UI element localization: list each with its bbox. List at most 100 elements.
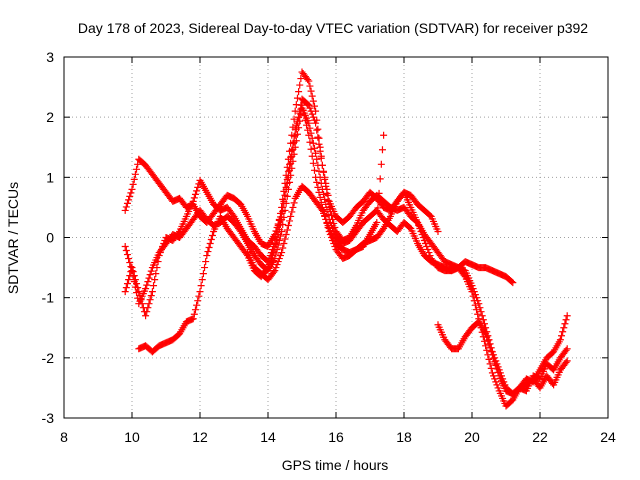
- data-point-track-d: [280, 199, 288, 207]
- data-point-track-c: [144, 278, 152, 286]
- data-point-track-d: [206, 240, 214, 248]
- x-tick-label: 24: [600, 429, 616, 445]
- data-point-track-d: [189, 315, 197, 323]
- data-point-track-f: [276, 252, 284, 260]
- data-point-track-d: [305, 131, 313, 139]
- data-point-track-d: [298, 101, 306, 109]
- data-point-track-c: [145, 274, 153, 282]
- data-point-track-f: [273, 261, 281, 269]
- data-point-track-c: [129, 272, 137, 280]
- y-tick-label: 1: [46, 169, 54, 185]
- data-point-track-d: [563, 312, 571, 320]
- data-point-track-d: [271, 246, 279, 254]
- data-point-track-d: [267, 255, 275, 263]
- data-point-track-c: [289, 157, 297, 165]
- data-point-track-b: [279, 195, 287, 203]
- data-point-track-b: [309, 97, 317, 105]
- data-point-track-d: [422, 240, 430, 248]
- data-point-track-a: [128, 185, 136, 193]
- data-point-track-d: [473, 306, 481, 314]
- data-point-track-f: [373, 218, 381, 226]
- data-point-track-d: [208, 231, 216, 239]
- data-point-track-b: [313, 116, 321, 124]
- data-point-track-d: [460, 271, 468, 279]
- data-point-track-b: [293, 94, 301, 102]
- data-point-track-c: [309, 139, 317, 147]
- data-point-track-a: [121, 206, 129, 214]
- data-point-track-f: [378, 146, 386, 154]
- data-point-track-a: [314, 133, 322, 141]
- data-point-track-d: [415, 221, 423, 229]
- data-point-track-d: [193, 301, 201, 309]
- data-point-track-e: [491, 358, 499, 366]
- data-point-track-d: [558, 332, 566, 340]
- y-tick-label: 0: [46, 230, 54, 246]
- data-point-track-b: [144, 304, 152, 312]
- data-point-track-d: [201, 264, 209, 272]
- data-point-track-d: [419, 234, 427, 241]
- data-point-track-d: [310, 166, 318, 174]
- data-point-track-b: [194, 183, 202, 191]
- x-tick-label: 22: [532, 429, 548, 445]
- data-point-track-d: [486, 360, 494, 368]
- data-point-track-c: [133, 289, 141, 297]
- data-point-track-f: [321, 212, 329, 220]
- data-point-track-d: [561, 320, 569, 328]
- data-point-track-c: [143, 281, 151, 289]
- x-tick-label: 16: [328, 429, 344, 445]
- data-point-track-a: [130, 175, 138, 183]
- data-point-track-b: [278, 203, 286, 211]
- data-point-track-d: [562, 316, 570, 324]
- data-point-track-c: [146, 271, 154, 279]
- data-point-track-c: [318, 185, 326, 193]
- data-point-track-a: [309, 113, 317, 121]
- data-point-track-d: [281, 191, 289, 199]
- data-point-track-b: [310, 102, 318, 110]
- data-point-track-b: [322, 182, 330, 190]
- data-point-track-d: [469, 292, 477, 300]
- data-point-track-c: [475, 300, 483, 308]
- data-point-track-d: [269, 252, 277, 260]
- data-point-track-e: [484, 337, 492, 345]
- data-point-track-d: [288, 146, 296, 154]
- y-tick-label: 2: [46, 109, 54, 125]
- data-point-track-c: [310, 144, 318, 152]
- data-point-track-d: [300, 111, 308, 119]
- data-point-track-f: [375, 189, 383, 197]
- data-point-track-a: [129, 180, 137, 188]
- data-point-track-e: [483, 333, 491, 341]
- data-point-track-d: [190, 310, 198, 318]
- data-point-track-c: [479, 316, 487, 324]
- data-point-track-d: [414, 218, 422, 226]
- data-point-track-e: [492, 361, 500, 369]
- data-point-track-c: [121, 243, 129, 251]
- data-point-track-b: [508, 278, 516, 286]
- data-point-track-b: [121, 288, 129, 296]
- data-point-track-b: [150, 282, 158, 290]
- data-point-track-c: [321, 195, 329, 203]
- data-point-track-f: [272, 264, 280, 272]
- data-point-track-f: [271, 267, 279, 275]
- y-axis-label: SDTVAR / TECUs: [5, 182, 21, 294]
- data-point-track-d: [494, 384, 502, 392]
- data-point-track-d: [378, 226, 386, 234]
- data-point-track-b: [305, 77, 313, 85]
- data-point-track-f: [278, 249, 286, 257]
- data-point-track-e: [488, 351, 496, 359]
- data-point-track-f: [288, 208, 296, 216]
- data-point-track-d: [204, 248, 212, 256]
- data-point-track-a: [312, 119, 320, 127]
- data-point-track-a: [434, 227, 442, 235]
- data-point-track-f: [318, 206, 326, 214]
- data-point-track-b: [321, 175, 329, 183]
- data-point-track-d: [418, 230, 426, 238]
- data-point-track-d: [424, 246, 432, 254]
- data-point-track-c: [312, 149, 320, 157]
- data-point-track-a: [305, 101, 313, 109]
- data-point-track-f: [380, 131, 388, 139]
- data-point-track-d: [290, 132, 298, 140]
- data-point-track-a: [306, 104, 314, 112]
- data-point-track-d: [309, 159, 317, 167]
- data-point-track-b: [323, 189, 331, 197]
- data-point-track-d: [270, 249, 278, 257]
